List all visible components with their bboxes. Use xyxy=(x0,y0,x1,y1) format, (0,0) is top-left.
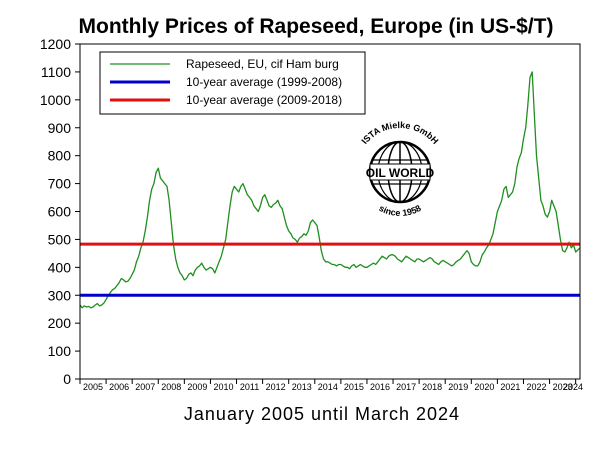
x-tick-label: 2024 xyxy=(563,382,583,392)
x-tick-label: 2021 xyxy=(500,382,520,392)
legend-label-series: Rapeseed, EU, cif Ham burg xyxy=(186,57,339,71)
x-tick-label: 2008 xyxy=(161,382,181,392)
y-tick-label: 200 xyxy=(48,315,72,331)
x-tick-label: 2016 xyxy=(370,382,390,392)
x-tick-label: 2013 xyxy=(292,382,312,392)
y-tick-label: 700 xyxy=(48,176,72,192)
oil-world-stamp: OIL WORLD ISTA Mielke GmbH since 1958 xyxy=(359,120,440,218)
x-tick-label: 2009 xyxy=(187,382,207,392)
x-tick-label: 2005 xyxy=(83,382,103,392)
x-axis-title: January 2005 until March 2024 xyxy=(184,404,460,424)
y-tick-label: 100 xyxy=(48,343,72,359)
x-tick-label: 2020 xyxy=(474,382,494,392)
x-tick-label: 2015 xyxy=(344,382,364,392)
x-tick-label: 2007 xyxy=(135,382,155,392)
y-tick-label: 400 xyxy=(48,259,72,275)
x-tick-label: 2017 xyxy=(396,382,416,392)
x-axis: 2005 2006 2007 2008 2009 2010 2011 2012 2013 2014… xyxy=(79,379,583,392)
x-tick-label: 2019 xyxy=(448,382,468,392)
stamp-center-text: OIL WORLD xyxy=(366,166,435,180)
legend: Rapeseed, EU, cif Ham burg 10-year avera… xyxy=(99,51,366,115)
legend-label-avg1: 10-year average (1999-2008) xyxy=(186,75,342,89)
x-tick-label: 2022 xyxy=(527,382,547,392)
legend-label-avg2: 10-year average (2009-2018) xyxy=(186,93,342,107)
x-tick-label: 2018 xyxy=(422,382,442,392)
series-line-rapeseed xyxy=(79,71,581,309)
x-tick-label: 2006 xyxy=(109,382,129,392)
y-tick-label: 1000 xyxy=(40,92,71,108)
y-tick-label: 1200 xyxy=(40,36,71,52)
y-tick-label: 600 xyxy=(48,204,72,220)
x-tick-label: 2014 xyxy=(318,382,338,392)
x-tick-label: 2023 xyxy=(553,382,573,392)
y-tick-label: 500 xyxy=(48,231,72,247)
x-tick-label: 2010 xyxy=(213,382,233,392)
chart-title: Monthly Prices of Rapeseed, Europe (in U… xyxy=(79,15,554,38)
x-tick-label: 2011 xyxy=(240,382,259,392)
globe-icon xyxy=(368,140,432,204)
y-tick-label: 300 xyxy=(48,287,72,303)
stamp-bottom-text: since 1958 xyxy=(377,203,422,218)
y-tick-label: 1100 xyxy=(41,64,71,80)
x-tick-label: 2012 xyxy=(266,382,286,392)
y-axis: 0 100 200 300 400 500 600 700 800 900 1000 1100 1200 xyxy=(40,36,80,387)
y-tick-label: 800 xyxy=(48,148,72,164)
y-tick-label: 900 xyxy=(48,120,72,136)
y-tick-label: 0 xyxy=(63,371,71,387)
